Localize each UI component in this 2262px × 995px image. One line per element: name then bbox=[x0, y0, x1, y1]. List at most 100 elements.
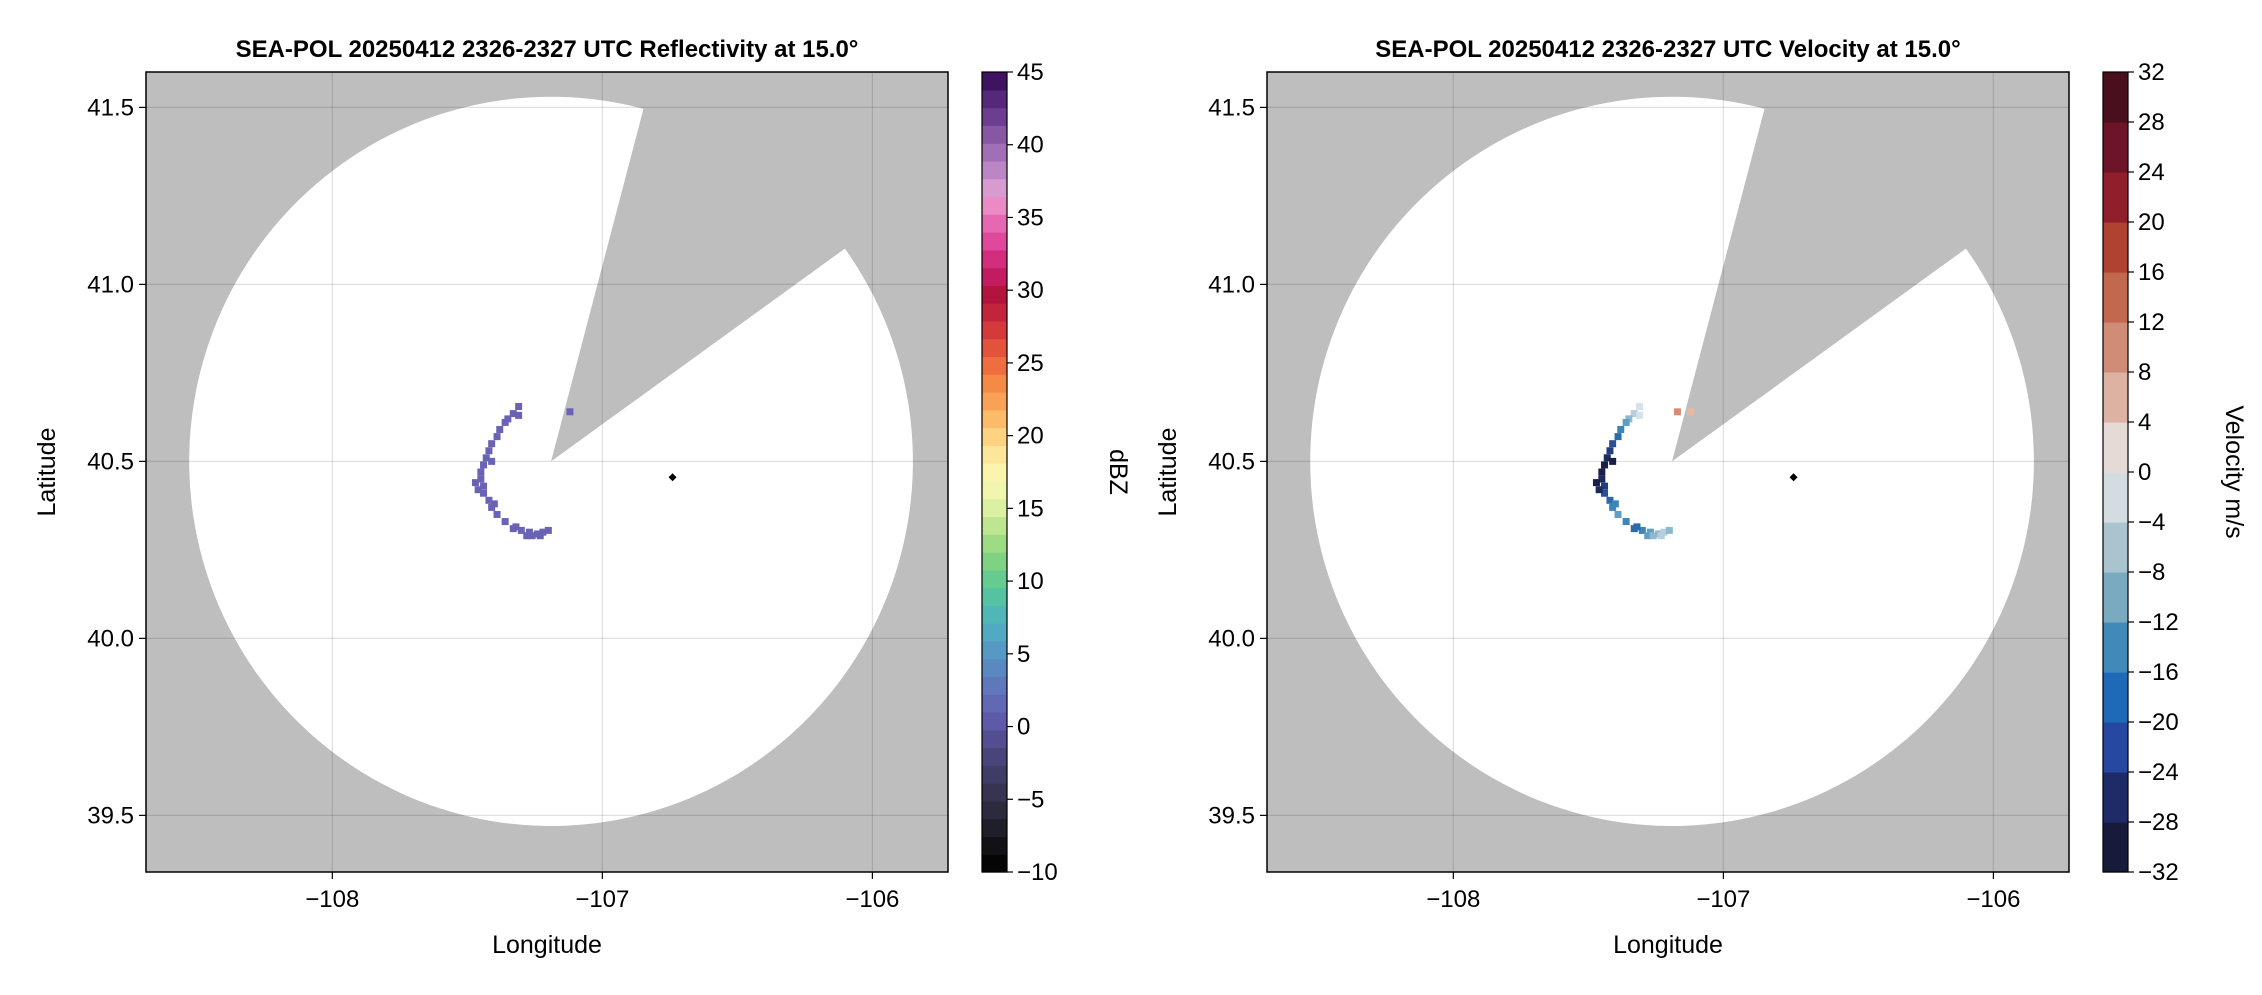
reflectivity-colorbar-segment-16 bbox=[982, 569, 1007, 589]
velocity-y-ticks: 39.5 40.0 40.5 41.0 41.5 bbox=[1208, 94, 1267, 829]
reflectivity-colorbar-segment-26 bbox=[982, 392, 1007, 411]
reflectivity-echo-26 bbox=[536, 532, 544, 540]
reflectivity-ylabel: Latitude bbox=[33, 428, 61, 517]
velocity-colorbar-tick-label-6: −8 bbox=[2138, 559, 2165, 586]
reflectivity-colorbar-tick-label-1: −5 bbox=[1017, 786, 1044, 813]
velocity-echo-16 bbox=[1614, 510, 1622, 518]
reflectivity-colorbar-segment-36 bbox=[982, 214, 1007, 233]
velocity-axes-frame bbox=[1266, 71, 2070, 873]
reflectivity-echo-31 bbox=[490, 500, 498, 508]
velocity-colorbar-segment-15 bbox=[2103, 72, 2128, 123]
reflectivity-colorbar-segment-33 bbox=[982, 267, 1007, 286]
velocity-echo-4 bbox=[1617, 426, 1625, 434]
reflectivity-echo-7 bbox=[485, 447, 493, 455]
reflectivity-y-tick-label-0: 39.5 bbox=[87, 802, 134, 829]
velocity-ylabel: Latitude bbox=[1154, 428, 1182, 517]
reflectivity-echo-22 bbox=[539, 528, 547, 536]
reflectivity-colorbar-segment-7 bbox=[982, 729, 1007, 749]
reflectivity-colorbar-tick-label-3: 5 bbox=[1017, 641, 1030, 668]
reflectivity-colorbar-segment-21 bbox=[982, 480, 1007, 500]
reflectivity-colorbar-tick-label-9: 35 bbox=[1017, 204, 1044, 231]
reflectivity-echo-9 bbox=[480, 461, 488, 469]
reflectivity-clipped-layer bbox=[146, 72, 948, 872]
reflectivity-colorbar-segment-14 bbox=[982, 605, 1007, 624]
reflectivity-echo-29 bbox=[471, 479, 479, 487]
velocity-echo-12 bbox=[1601, 482, 1609, 490]
velocity-echo-32 bbox=[1687, 408, 1695, 416]
reflectivity-colorbar-segment-40 bbox=[982, 143, 1007, 162]
reflectivity-colorbar-segment-23 bbox=[982, 445, 1007, 464]
reflectivity-colorbar-segment-11 bbox=[982, 658, 1007, 678]
reflectivity-echo-6 bbox=[488, 440, 496, 448]
reflectivity-colorbar-segment-0 bbox=[982, 854, 1007, 873]
reflectivity-colorbar-segment-15 bbox=[982, 587, 1007, 606]
reflectivity-y-ticks: 39.5 40.0 40.5 41.0 41.5 bbox=[87, 94, 146, 829]
reflectivity-colorbar-segment-28 bbox=[982, 356, 1007, 375]
velocity-echo-8 bbox=[1603, 454, 1611, 462]
velocity-panel: SEA-POL 20250412 2326-2327 UTC Velocity … bbox=[1154, 36, 2248, 959]
velocity-colorbar-segment-14 bbox=[2103, 122, 2128, 173]
reflectivity-echo-12 bbox=[480, 482, 488, 490]
reflectivity-colorbar-segment-43 bbox=[982, 89, 1007, 109]
velocity-echo-14 bbox=[1606, 496, 1614, 504]
reflectivity-y-tick-label-3: 41.0 bbox=[87, 271, 134, 298]
reflectivity-colorbar-segment-44 bbox=[982, 72, 1007, 91]
reflectivity-colorbar-segment-5 bbox=[982, 765, 1007, 784]
velocity-colorbar-tick-label-14: 24 bbox=[2138, 159, 2165, 186]
velocity-colorbar-tick-label-1: −28 bbox=[2138, 809, 2179, 836]
velocity-colorbar: −32 −28 −24 −20 −16 −12 −8 −4 0 4 8 12 16 20 24 28 32 bbox=[2102, 59, 2179, 886]
velocity-echo-9 bbox=[1601, 461, 1609, 469]
reflectivity-echo-4 bbox=[496, 426, 504, 434]
velocity-echo-15 bbox=[1609, 503, 1617, 511]
reflectivity-colorbar-segment-37 bbox=[982, 196, 1007, 215]
reflectivity-echo-15 bbox=[488, 503, 496, 511]
reflectivity-colorbar-segment-13 bbox=[982, 623, 1007, 642]
reflectivity-echo-28 bbox=[488, 457, 496, 465]
velocity-colorbar-tick-label-11: 12 bbox=[2138, 309, 2165, 336]
reflectivity-colorbar-segment-39 bbox=[982, 160, 1007, 180]
reflectivity-echo-27 bbox=[512, 523, 520, 531]
velocity-echo-11 bbox=[1598, 475, 1606, 483]
velocity-echo-28 bbox=[1609, 457, 1617, 465]
velocity-echo-31 bbox=[1611, 500, 1619, 508]
reflectivity-echo-33 bbox=[515, 403, 523, 411]
velocity-echo-3 bbox=[1622, 418, 1630, 426]
reflectivity-echo-32 bbox=[566, 408, 574, 416]
reflectivity-colorbar-segment-38 bbox=[982, 178, 1007, 198]
reflectivity-x-tick-label-1: −107 bbox=[575, 886, 629, 913]
velocity-y-tick-label-2: 40.5 bbox=[1208, 448, 1255, 475]
reflectivity-colorbar-segment-20 bbox=[982, 498, 1007, 518]
velocity-echo-2 bbox=[1625, 415, 1633, 423]
velocity-colorbar-tick-label-12: 16 bbox=[2138, 259, 2165, 286]
velocity-echo-23 bbox=[1665, 526, 1673, 534]
reflectivity-y-tick-label-1: 40.0 bbox=[87, 625, 134, 652]
velocity-echo-20 bbox=[1646, 528, 1654, 536]
reflectivity-echo-17 bbox=[501, 518, 509, 526]
velocity-colorbar-tick-label-13: 20 bbox=[2138, 209, 2165, 236]
reflectivity-colorbar-segment-41 bbox=[982, 125, 1007, 144]
reflectivity-colorbar-segment-12 bbox=[982, 640, 1007, 660]
reflectivity-echo-5 bbox=[493, 433, 501, 441]
velocity-x-ticks: −108 −107 −106 bbox=[1426, 872, 2020, 913]
reflectivity-colorbar-tick-label-2: 0 bbox=[1017, 714, 1030, 741]
velocity-colorbar-tick-label-15: 28 bbox=[2138, 109, 2165, 136]
velocity-colorbar-segment-5 bbox=[2103, 572, 2128, 623]
velocity-x-tick-label-1: −107 bbox=[1696, 886, 1750, 913]
velocity-scan-disk bbox=[1310, 96, 2034, 826]
reflectivity-echo-11 bbox=[477, 475, 485, 483]
reflectivity-echo-30 bbox=[474, 486, 482, 494]
velocity-colorbar-segment-1 bbox=[2103, 772, 2128, 823]
reflectivity-colorbar-segment-24 bbox=[982, 427, 1007, 446]
reflectivity-echo-0 bbox=[509, 410, 517, 418]
velocity-echo-5 bbox=[1614, 433, 1622, 441]
velocity-clipped-layer bbox=[1267, 72, 2069, 872]
reflectivity-colorbar-tick-label-10: 40 bbox=[1017, 132, 1044, 159]
reflectivity-radar-site-marker bbox=[668, 473, 677, 482]
velocity-colorbar-tick-label-9: 4 bbox=[2138, 409, 2151, 436]
velocity-colorbar-segment-0 bbox=[2103, 822, 2128, 873]
velocity-colorbar-segment-2 bbox=[2103, 722, 2128, 773]
reflectivity-echo-23 bbox=[544, 526, 552, 534]
reflectivity-echo-25 bbox=[528, 532, 536, 540]
reflectivity-colorbar-segment-32 bbox=[982, 285, 1007, 304]
